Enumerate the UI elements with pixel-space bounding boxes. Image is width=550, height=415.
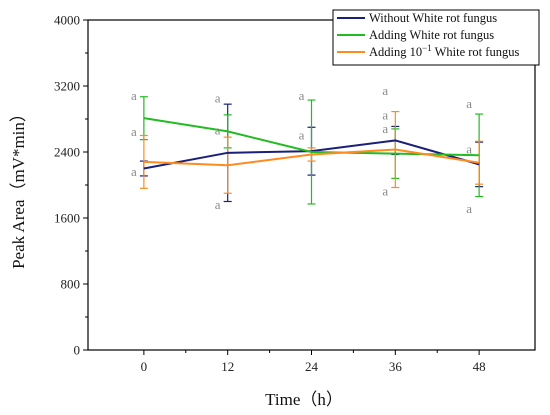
significance-label: a [131, 164, 137, 179]
axis-ticks: 0 800 1600 2400 3200 4000 0 12 24 36 48 [54, 13, 486, 375]
x-tick-label: 24 [305, 359, 319, 374]
legend: Without White rot fungus Adding White rot… [332, 9, 540, 66]
legend-box [332, 9, 540, 66]
legend-label: Adding 10−1 White rot fungus [369, 43, 519, 59]
series-lines [143, 117, 480, 170]
y-tick-label: 4000 [54, 13, 80, 28]
significance-label: a [131, 88, 137, 103]
x-tick-label: 0 [141, 359, 148, 374]
significance-label: a [131, 124, 137, 139]
x-tick-label: 48 [473, 359, 486, 374]
significance-label: a [466, 142, 472, 157]
significance-label: a [299, 128, 305, 143]
legend-label: Without White rot fungus [369, 11, 497, 25]
y-tick-label: 0 [74, 343, 81, 358]
y-tick-label: 2400 [54, 145, 80, 160]
x-axis-title: Time（h） [265, 390, 343, 409]
significance-label: a [466, 201, 472, 216]
significance-label: a [299, 88, 305, 103]
significance-label: a [215, 90, 221, 105]
legend-label: Adding White rot fungus [369, 28, 494, 42]
significance-label: a [382, 121, 388, 136]
y-tick-label: 3200 [54, 79, 80, 94]
significance-label: a [215, 197, 221, 212]
x-tick-label: 36 [389, 359, 403, 374]
series-line [143, 148, 480, 167]
y-tick-label: 800 [61, 277, 81, 292]
y-tick-label: 1600 [54, 211, 80, 226]
significance-label: a [466, 96, 472, 111]
significance-label: a [382, 83, 388, 98]
significance-label: a [382, 184, 388, 199]
y-axis-title: Peak Area（mV*min） [9, 105, 28, 269]
significance-label: a [382, 108, 388, 123]
significance-label: a [215, 123, 221, 138]
x-tick-label: 12 [221, 359, 234, 374]
